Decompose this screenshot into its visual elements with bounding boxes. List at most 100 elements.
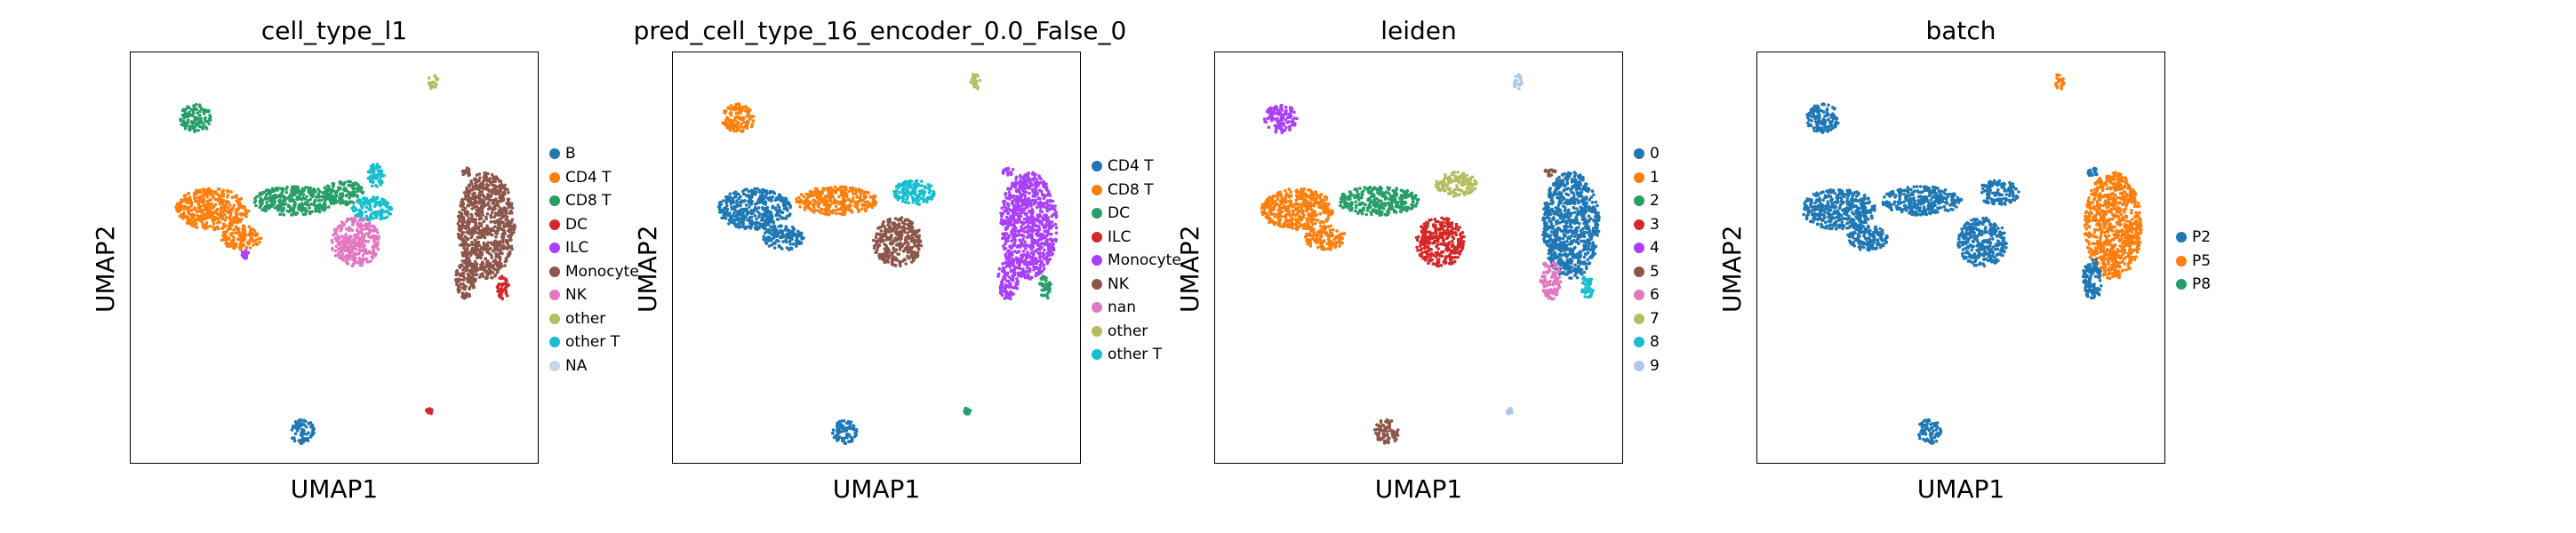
data-point [508,236,512,240]
data-point [731,214,735,218]
data-point [824,195,828,199]
data-point [743,124,748,128]
data-point [769,238,773,243]
data-point [495,264,500,267]
data-point [1004,227,1008,232]
data-point [476,256,479,259]
data-point [345,219,348,224]
cluster-nk [330,216,381,267]
data-point [469,228,474,233]
data-point [732,211,736,215]
data-point [227,201,231,204]
data-point [762,237,765,242]
data-point [926,183,931,187]
data-point [301,428,306,432]
data-point [1043,205,1046,209]
data-point [1025,243,1029,248]
data-point [353,216,357,219]
data-point [348,218,352,221]
data-point [371,234,375,237]
data-point [1037,234,1041,237]
data-point [460,215,465,219]
data-point [474,230,477,234]
data-point [496,290,500,293]
data-point [468,268,472,273]
data-point [742,105,747,109]
data-point [1027,218,1031,222]
data-point [467,275,470,280]
data-point [459,278,463,282]
data-point [176,206,180,210]
data-point [175,202,180,206]
data-point [777,244,781,249]
data-point [193,207,196,211]
data-point [890,251,894,256]
data-point [1045,204,1050,208]
data-point [795,242,798,246]
data-point [1018,218,1021,221]
data-point [1028,228,1033,232]
data-point [1003,232,1006,235]
data-point [764,189,769,193]
data-point [220,227,224,230]
data-point [202,197,206,202]
data-point [1054,231,1059,235]
data-point [213,197,217,202]
data-point [908,229,912,234]
data-point [495,202,500,205]
data-point [1036,243,1040,247]
data-point [488,179,492,184]
data-point [178,214,182,219]
data-point [456,221,460,226]
data-point [1020,188,1025,192]
legend-marker [549,337,560,348]
data-point [364,224,367,228]
data-point [825,205,829,209]
data-point [735,213,739,217]
data-point [1006,250,1010,253]
data-point [218,220,221,224]
data-point [486,201,491,205]
data-point [225,244,229,248]
data-point [903,200,908,204]
data-point [500,227,504,232]
data-point [759,222,763,227]
data-point [324,197,329,201]
data-point [880,253,884,257]
cluster-cd8-t-island [179,102,212,133]
data-point [1040,220,1044,225]
data-point [762,196,766,201]
data-point [480,209,484,212]
data-point [198,204,203,209]
data-point [1045,234,1049,238]
data-point [788,239,792,243]
data-point [1022,272,1027,275]
data-point [726,106,730,109]
data-point [500,213,504,217]
data-point [341,242,346,245]
data-point [468,243,472,247]
data-point [428,408,432,412]
data-point [746,114,749,118]
data-point [471,195,475,198]
data-point [350,250,355,254]
data-point [506,200,510,204]
data-point [745,187,748,191]
data-point [310,430,315,434]
data-point [385,215,389,219]
data-point [839,200,843,204]
data-point [188,113,191,117]
data-point [883,225,886,228]
data-point [762,235,766,239]
plot-area [130,52,539,464]
data-point [372,253,376,257]
data-point [209,198,212,202]
data-point [834,208,838,212]
data-point [1033,195,1036,198]
cluster-cd8-t-main [252,185,337,217]
data-point [500,186,503,190]
data-point [248,234,252,238]
data-point [755,207,758,211]
data-point [716,205,721,209]
data-point [470,243,475,246]
